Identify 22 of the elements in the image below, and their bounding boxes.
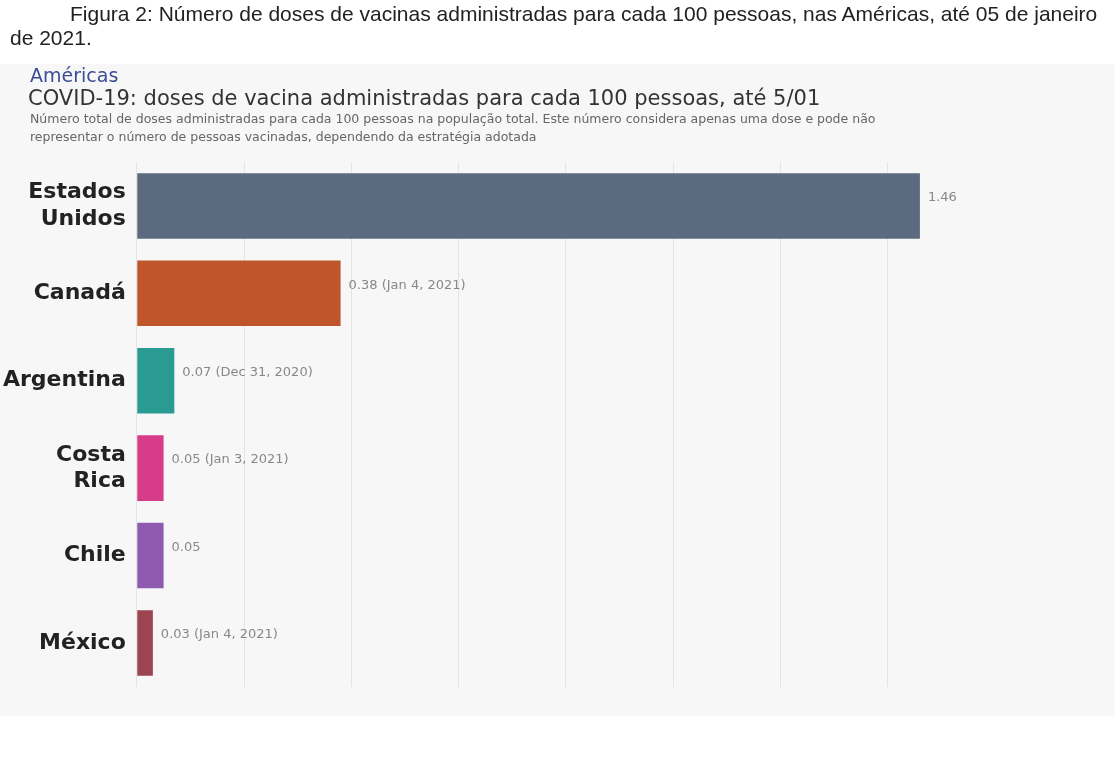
text: Américas bbox=[29, 64, 120, 86]
y-tick-label: Chile bbox=[63, 541, 126, 567]
y-tick-label: Argentina bbox=[2, 366, 126, 392]
bar bbox=[137, 347, 175, 414]
y-tick-label: Costa Rica bbox=[56, 440, 126, 493]
y-tick-label: Canadá bbox=[33, 279, 126, 305]
bar bbox=[137, 522, 164, 589]
data-label: 0.38 (Jan 4, 2021) bbox=[348, 276, 466, 292]
data-label: 0.05 (Jan 3, 2021) bbox=[171, 451, 289, 467]
bar bbox=[137, 610, 153, 676]
data-label: 1.46 bbox=[927, 189, 957, 205]
y-tick-label: México bbox=[39, 628, 126, 654]
chart-subtitle: Número total de doses administradas para cada 100 pessoas na população total. Este número considera apenas uma dose e pode não representar o número de pessoas vacinadas, dependendo da estratégia adotada bbox=[29, 110, 877, 146]
bar bbox=[137, 173, 920, 239]
bar bbox=[137, 435, 164, 501]
data-label: 0.05 bbox=[171, 538, 201, 554]
bar bbox=[137, 260, 341, 327]
data-label: 0.07 (Dec 31, 2020) bbox=[182, 364, 313, 380]
data-label: 0.03 (Jan 4, 2021) bbox=[160, 626, 278, 642]
chart-title: COVID-19: doses de vacina administradas para cada 100 pessoas, até 5/01 bbox=[27, 86, 822, 110]
text: Figura 2: Número de doses de vacinas administradas para cada 100 pessoas, nas Américas, até 05 de janeiro de 2021. bbox=[10, 1, 1099, 50]
y-tick-label: Estados Unidos bbox=[28, 178, 126, 230]
